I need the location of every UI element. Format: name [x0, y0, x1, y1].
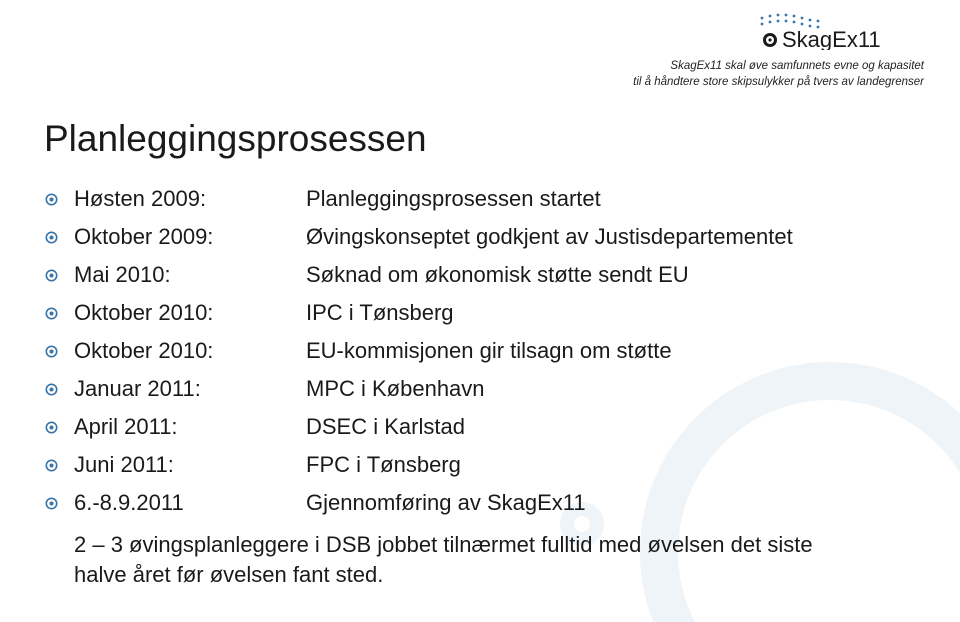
tagline-line2: til å håndtere store skipsulykker på tve…	[633, 75, 924, 91]
row-label: Mai 2010:	[74, 262, 306, 288]
row-label: Oktober 2010:	[74, 300, 306, 326]
page-title: Planleggingsprosessen	[44, 118, 916, 160]
footnote: 2 – 3 øvingsplanleggere i DSB jobbet til…	[74, 530, 834, 589]
svg-text:SkagEx11: SkagEx11	[782, 27, 881, 50]
tagline: SkagEx11 skal øve samfunnets evne og kap…	[633, 59, 924, 90]
list-item: April 2011: DSEC i Karlstad	[44, 414, 916, 440]
row-label: Januar 2011:	[74, 376, 306, 402]
row-label: Oktober 2010:	[74, 338, 306, 364]
list-item: Januar 2011: MPC i København	[44, 376, 916, 402]
content: Planleggingsprosessen Høsten 2009: Planl…	[44, 118, 916, 589]
header: SkagEx11 SkagEx11 skal øve samfunnets ev…	[633, 10, 924, 90]
bullet-icon	[44, 458, 74, 473]
bullet-icon	[44, 496, 74, 511]
row-value: Øvingskonseptet godkjent av Justisdepart…	[306, 224, 916, 250]
bullet-icon	[44, 382, 74, 397]
bullet-icon	[44, 268, 74, 283]
bullet-icon	[44, 420, 74, 435]
row-value: FPC i Tønsberg	[306, 452, 916, 478]
row-label: Juni 2011:	[74, 452, 306, 478]
bullet-icon	[44, 192, 74, 207]
row-label: April 2011:	[74, 414, 306, 440]
list-item: Oktober 2009: Øvingskonseptet godkjent a…	[44, 224, 916, 250]
row-value: MPC i København	[306, 376, 916, 402]
list-item: Mai 2010: Søknad om økonomisk støtte sen…	[44, 262, 916, 288]
row-label: Oktober 2009:	[74, 224, 306, 250]
row-value: Søknad om økonomisk støtte sendt EU	[306, 262, 916, 288]
bullet-icon	[44, 344, 74, 359]
row-value: IPC i Tønsberg	[306, 300, 916, 326]
bullet-icon	[44, 230, 74, 245]
list-item: Juni 2011: FPC i Tønsberg	[44, 452, 916, 478]
row-value: Gjennomføring av SkagEx11	[306, 490, 916, 516]
tagline-line1: SkagEx11 skal øve samfunnets evne og kap…	[633, 59, 924, 75]
row-label: Høsten 2009:	[74, 186, 306, 212]
row-value: DSEC i Karlstad	[306, 414, 916, 440]
skagex-logo: SkagEx11	[756, 10, 924, 50]
row-value: Planleggingsprosessen startet	[306, 186, 916, 212]
list-item: Høsten 2009: Planleggingsprosessen start…	[44, 186, 916, 212]
list-item: 6.-8.9.2011 Gjennomføring av SkagEx11	[44, 490, 916, 516]
timeline-list: Høsten 2009: Planleggingsprosessen start…	[44, 186, 916, 516]
list-item: Oktober 2010: IPC i Tønsberg	[44, 300, 916, 326]
list-item: Oktober 2010: EU-kommisjonen gir tilsagn…	[44, 338, 916, 364]
row-label: 6.-8.9.2011	[74, 490, 306, 516]
bullet-icon	[44, 306, 74, 321]
row-value: EU-kommisjonen gir tilsagn om støtte	[306, 338, 916, 364]
